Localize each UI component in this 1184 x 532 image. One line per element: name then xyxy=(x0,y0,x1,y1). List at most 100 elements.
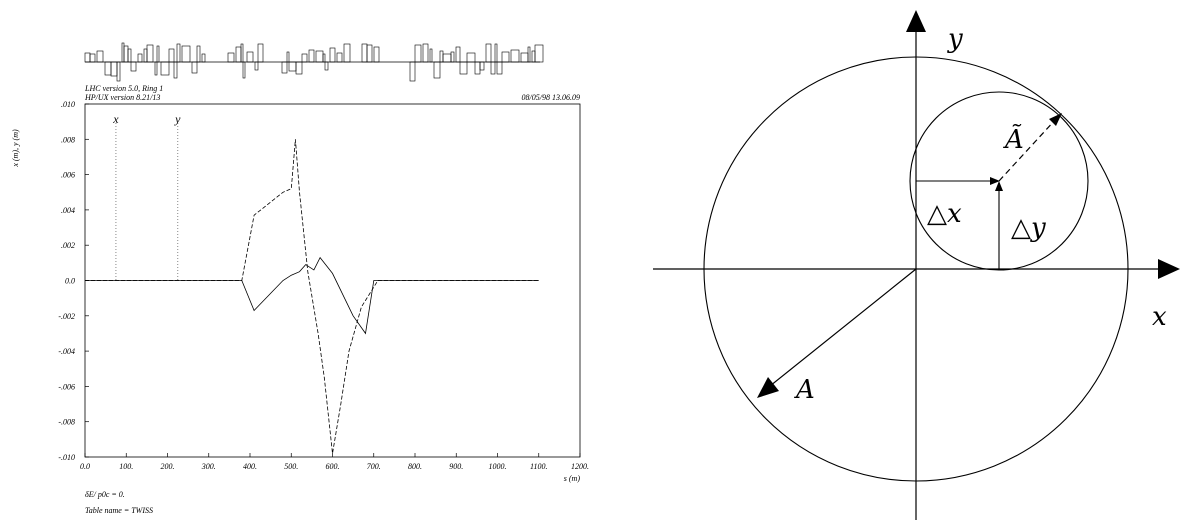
x-tick-label: 300. xyxy=(201,462,216,471)
lattice-magnet xyxy=(373,46,380,63)
x-tick-label: 1000. xyxy=(489,462,507,471)
lattice-magnet xyxy=(474,61,481,75)
y-tick-label: .006 xyxy=(61,171,75,180)
x-axis-letter: x xyxy=(1152,302,1167,332)
marker-label-y: y xyxy=(174,112,181,126)
x-ticks: 0.0 100. 200. 300. 400. 500. 600. 700. 800. 900. 1… xyxy=(80,453,589,471)
aperture-diagram: y x A Ã △x △y xyxy=(653,10,1180,520)
lattice-magnet xyxy=(242,61,246,79)
lattice-magnet xyxy=(137,53,143,63)
lattice-magnet xyxy=(173,61,178,79)
lattice-magnet xyxy=(442,53,452,63)
y-tick-label: -.002 xyxy=(58,312,75,321)
lattice-magnet xyxy=(104,61,112,76)
y-tick-label: .010 xyxy=(61,100,75,109)
y-tick-label: .002 xyxy=(61,241,75,250)
label-A: A xyxy=(794,375,815,405)
x-tick-label: 1100. xyxy=(530,462,547,471)
lattice-magnet xyxy=(160,61,170,76)
lattice-magnet xyxy=(324,61,329,71)
lattice-magnet xyxy=(414,44,422,63)
lattice-magnet xyxy=(455,46,461,63)
lattice-magnet xyxy=(201,53,206,63)
lattice-magnet xyxy=(176,43,181,63)
y-tick-label: -.010 xyxy=(58,453,75,462)
label-delta-y: △y xyxy=(1011,213,1046,243)
lattice-magnet xyxy=(240,43,244,63)
y-axis-label: x (m), y (m) xyxy=(11,129,20,168)
y-tick-label: -.004 xyxy=(58,347,75,356)
lattice-magnet xyxy=(181,45,191,63)
x-tick-label: 800. xyxy=(408,462,422,471)
x-tick-label: 1200. xyxy=(571,462,589,471)
lattice-magnet xyxy=(295,61,303,75)
lattice-magnet xyxy=(534,44,544,63)
lattice-magnet xyxy=(130,61,137,72)
x-axis-label: s (m) xyxy=(564,474,581,483)
lattice-magnet xyxy=(490,61,496,75)
lattice-magnet xyxy=(315,50,324,63)
lattice-magnet xyxy=(308,49,315,63)
lattice-magnet xyxy=(361,43,368,63)
radius-A-line xyxy=(769,268,917,387)
lattice-magnet xyxy=(127,48,132,63)
lattice-magnet xyxy=(286,51,290,63)
lattice-magnet xyxy=(496,61,503,75)
lattice-magnet xyxy=(84,52,91,63)
footer-line-1: δE/ p0c = 0. xyxy=(85,490,125,499)
lattice-magnet xyxy=(433,61,441,79)
x-tick-label: 600. xyxy=(326,462,340,471)
marker-label-x: x xyxy=(112,112,119,126)
lattice-magnet xyxy=(123,45,129,63)
lattice-magnet xyxy=(168,48,175,63)
lattice-magnet xyxy=(257,43,264,63)
x-tick-label: 900. xyxy=(449,462,463,471)
lattice-magnet xyxy=(322,53,326,63)
lattice-magnet xyxy=(422,43,429,63)
lattice-magnet xyxy=(288,61,297,72)
lattice-magnet xyxy=(246,51,254,63)
delta-x-arrowhead xyxy=(990,177,1000,185)
x-tick-label: 0.0 xyxy=(80,462,90,471)
lattice-magnet xyxy=(110,61,118,77)
y-tick-label: .008 xyxy=(61,135,75,144)
y-tick-label: -.008 xyxy=(58,418,75,427)
lattice-magnet xyxy=(227,52,235,63)
lattice-magnet xyxy=(191,61,198,74)
lattice-magnet xyxy=(459,61,468,75)
delta-y-arrowhead xyxy=(995,181,1003,191)
x-tick-label: 100. xyxy=(119,462,133,471)
lattice-magnet xyxy=(439,50,444,63)
radius-A-tilde-arrowhead xyxy=(1049,113,1062,126)
y-ticks: .010 .008 .006 .004 .002 0.0 -.002 -.004 -.006 -.… xyxy=(58,100,89,462)
y-tick-label: -.006 xyxy=(58,382,75,391)
radius-A-tilde-line xyxy=(998,118,1057,182)
lattice-magnet xyxy=(366,44,373,63)
lattice-magnet xyxy=(527,46,531,63)
small-circle xyxy=(909,91,1089,271)
lattice-magnet xyxy=(479,61,485,71)
lattice-magnet xyxy=(89,53,96,63)
lattice-magnet xyxy=(429,48,433,63)
lattice-magnet xyxy=(343,43,351,63)
lattice-magnet xyxy=(450,51,455,63)
lattice-magnet xyxy=(154,61,158,76)
lattice-magnet xyxy=(409,61,416,82)
lattice-magnet xyxy=(520,52,529,63)
lattice-magnet xyxy=(121,42,125,63)
radius-A-arrowhead xyxy=(757,377,779,398)
orbit-chart: LHC version 5.0, Ring 1 HP/UX version 8.… xyxy=(11,42,589,515)
lattice-magnet xyxy=(485,43,492,63)
y-tick-label: .004 xyxy=(61,206,75,215)
lattice-layout-strip xyxy=(84,42,544,82)
lattice-magnet xyxy=(96,50,104,63)
lattice-magnet xyxy=(336,52,343,63)
lattice-magnet xyxy=(156,45,160,63)
label-A-tilde: Ã xyxy=(1003,123,1024,155)
x-tick-label: 700. xyxy=(367,462,381,471)
lattice-magnet xyxy=(466,52,476,63)
x-tick-label: 500. xyxy=(284,462,298,471)
y-axis-letter: y xyxy=(947,24,963,54)
